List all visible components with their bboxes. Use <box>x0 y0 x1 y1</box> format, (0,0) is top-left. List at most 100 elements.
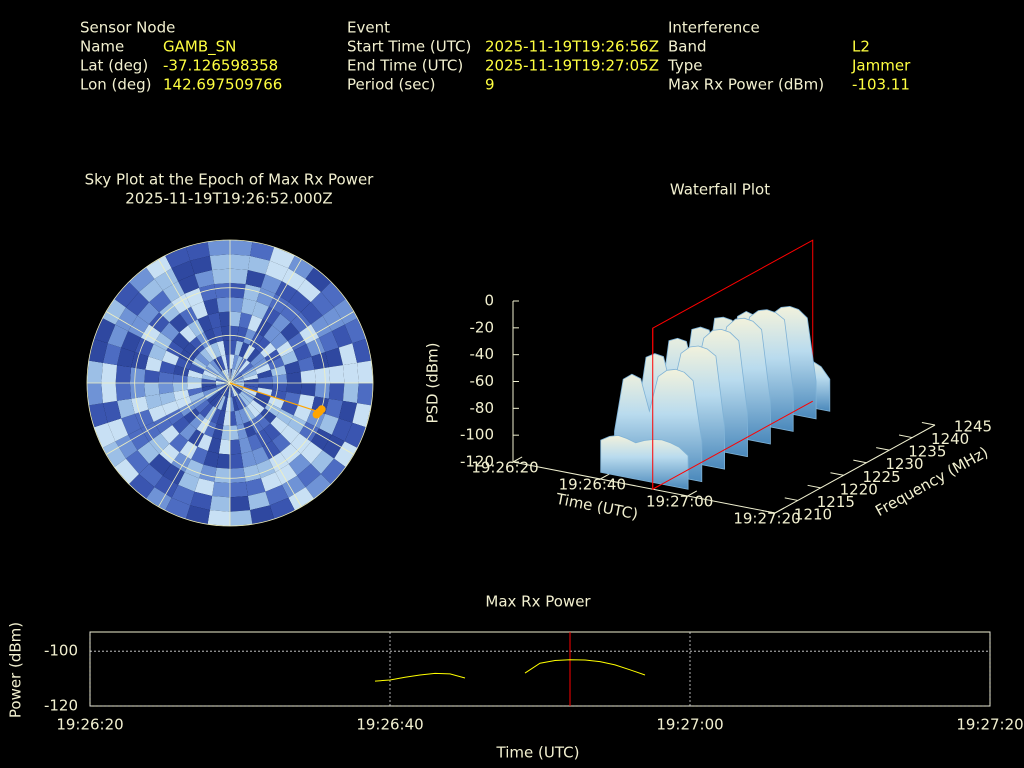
y-tick <box>898 434 913 439</box>
sky-cell <box>129 367 146 383</box>
y-tick <box>761 509 776 514</box>
sky-cell <box>230 340 237 355</box>
field-value: L2 <box>852 38 870 56</box>
sky-cell <box>250 399 265 414</box>
field-label: Start Time (UTC) <box>347 38 471 56</box>
sky-cell <box>232 396 239 412</box>
sky-cell <box>242 387 258 396</box>
sky-cell <box>139 463 163 488</box>
sky-cell <box>191 301 208 320</box>
sky-cell <box>179 423 197 441</box>
sky-cell <box>101 383 117 404</box>
sky-cell <box>115 307 138 332</box>
sky-cell <box>194 270 215 288</box>
sky-cell <box>250 505 275 525</box>
sky-cell <box>101 362 117 383</box>
sky-cell <box>272 433 291 453</box>
sky-cell <box>202 370 218 379</box>
sky-cell <box>219 383 230 395</box>
field-value: Jammer <box>851 57 911 75</box>
sky-cell <box>128 267 155 292</box>
sky-cell <box>218 439 230 455</box>
sky-cell <box>214 467 230 484</box>
sky-cell <box>286 371 302 383</box>
z-tick-label: -40 <box>470 345 495 363</box>
sky-cell <box>209 496 230 512</box>
x-tick <box>687 490 698 497</box>
sky-cell <box>281 268 306 291</box>
sky-cell <box>172 416 190 434</box>
sky-cell <box>171 260 195 282</box>
sky-cell <box>280 302 301 323</box>
sky-cell <box>216 340 226 356</box>
sky-cell <box>121 413 141 435</box>
sky-cell <box>215 378 230 383</box>
sky-cell <box>159 360 176 375</box>
sky-cell <box>238 342 250 358</box>
sky-cell <box>117 347 135 368</box>
field-value: GAMB_SN <box>163 38 236 57</box>
sky-cell <box>207 312 222 329</box>
field-label: Name <box>80 38 124 56</box>
sky-cell <box>166 409 184 425</box>
sky-cell <box>243 374 259 381</box>
sky-cell <box>148 405 167 422</box>
sky-cell <box>236 326 248 343</box>
sky-cell <box>287 415 307 434</box>
sky-ring <box>134 287 326 479</box>
x-tick-label: 19:26:40 <box>356 716 423 734</box>
sky-cell <box>204 344 217 360</box>
sky-cell <box>269 497 295 519</box>
sky-cell <box>250 352 265 367</box>
sky-cell <box>243 421 256 438</box>
sky-cell <box>281 400 298 416</box>
sky-cell <box>134 337 154 357</box>
sky-cell <box>187 369 203 379</box>
sky-cell <box>230 368 233 383</box>
sky-cell <box>201 383 216 388</box>
sky-cell <box>197 434 213 451</box>
y-tick <box>830 472 844 476</box>
sky-cell <box>227 368 230 383</box>
power-line <box>374 659 646 682</box>
x-tick <box>600 473 610 480</box>
sky-cell <box>162 281 185 302</box>
sky-cell <box>149 312 170 333</box>
chart-title: Max Rx Power <box>485 593 591 611</box>
chart-subtitle: 2025-11-19T19:26:52.000Z <box>125 190 332 208</box>
sky-cell <box>270 365 287 377</box>
sky-cell <box>234 395 243 411</box>
sky-cell <box>319 331 339 353</box>
sky-cell <box>256 287 276 307</box>
chart-title: Waterfall Plot <box>670 181 770 199</box>
sky-cell <box>195 399 210 414</box>
sky-cell <box>272 374 288 383</box>
sky-cell <box>230 411 237 426</box>
sky-cell <box>243 406 256 422</box>
sky-cell <box>201 385 217 392</box>
sky-cell <box>280 443 301 464</box>
sky-cell <box>244 378 259 383</box>
field-label: Max Rx Power (dBm) <box>668 76 824 94</box>
sky-cell <box>158 371 174 383</box>
sky-cell <box>154 475 179 498</box>
sky-cell <box>165 247 191 269</box>
sky-cell <box>300 302 323 325</box>
sky-cell <box>281 350 298 366</box>
sky-cell <box>288 255 315 279</box>
field-label: Type <box>667 57 702 75</box>
sky-cell <box>260 274 282 294</box>
sky-cell <box>230 383 235 398</box>
sky-cell <box>344 422 366 448</box>
sky-cell <box>107 418 129 442</box>
sky-cell <box>305 267 332 292</box>
sky-cell <box>288 487 315 511</box>
sky-cell <box>258 383 273 390</box>
sky-cell <box>125 292 150 316</box>
sky-cell <box>256 429 272 447</box>
y-tick-label: -100 <box>44 642 78 660</box>
sky-cell <box>230 354 235 369</box>
sky-cell <box>128 428 149 451</box>
sky-cell <box>171 484 195 506</box>
sky-cell <box>188 429 204 447</box>
